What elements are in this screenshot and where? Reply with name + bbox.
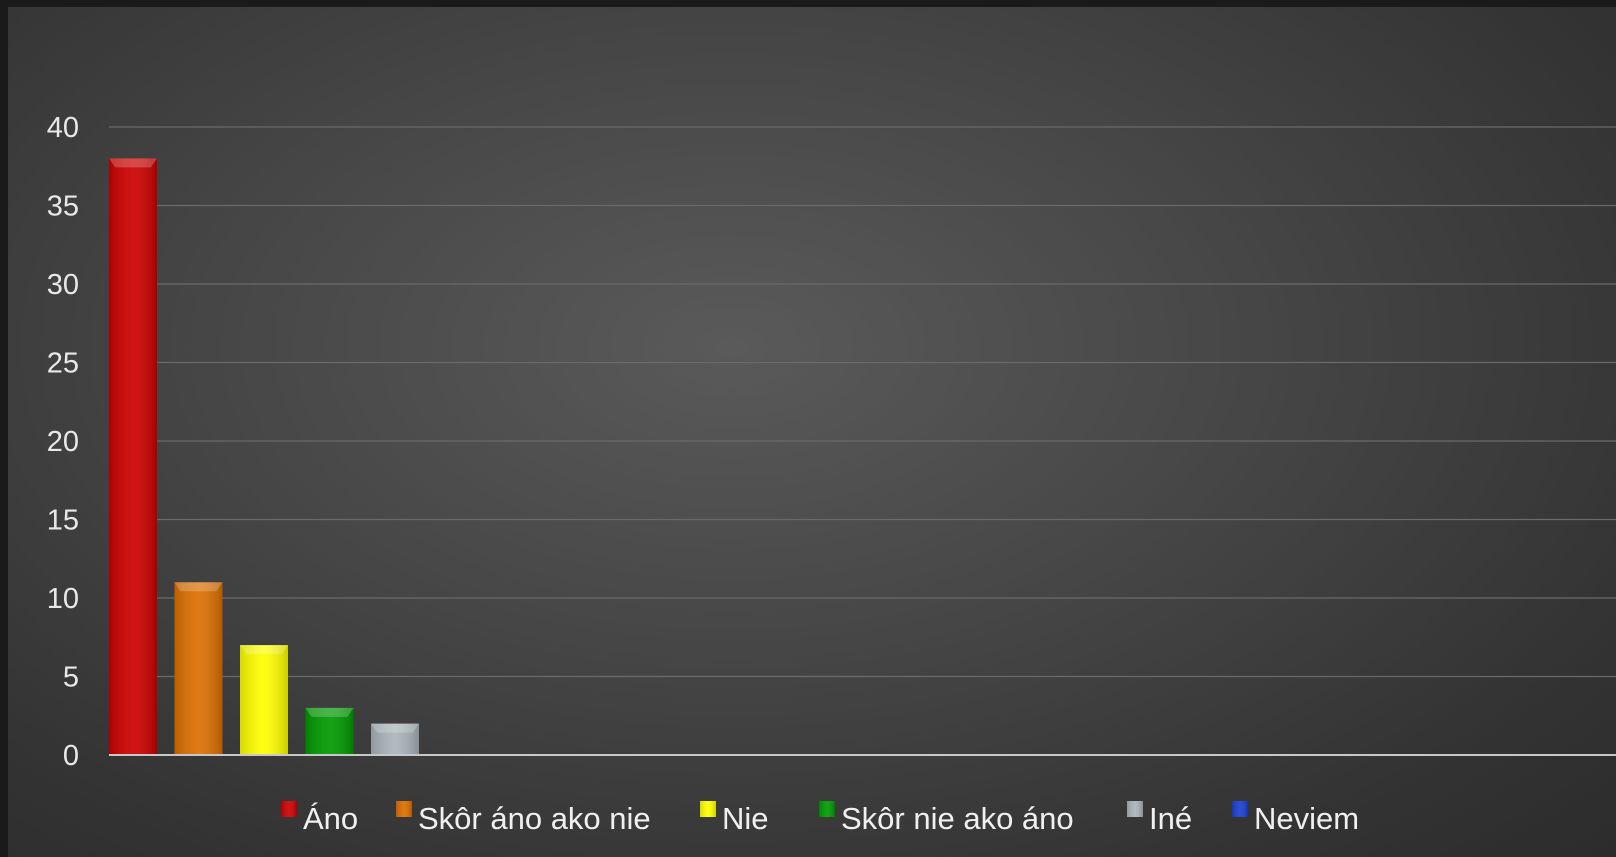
bar-shading — [240, 645, 288, 755]
gridlines — [109, 126, 1616, 678]
legend-label: Nie — [722, 801, 769, 836]
legend-label: Áno — [303, 801, 358, 836]
legend-item: Neviem — [1232, 801, 1359, 836]
legend-swatch-shading — [281, 801, 297, 817]
y-tick-label: 10 — [47, 583, 79, 615]
legend-swatch-shading — [700, 801, 716, 817]
bar-shading — [109, 158, 157, 755]
y-tick-label: 35 — [47, 191, 79, 223]
bar — [305, 707, 354, 755]
bar — [240, 645, 288, 755]
legend-item: Skôr áno ako nie — [396, 801, 651, 836]
legend-label: Skôr nie ako áno — [841, 801, 1074, 836]
bars — [109, 158, 419, 755]
y-tick-label: 20 — [47, 426, 79, 458]
legend-swatch-shading — [819, 801, 835, 817]
bar-shading — [174, 582, 223, 755]
legend-item: Nie — [700, 801, 769, 836]
legend-item: Skôr nie ako áno — [819, 801, 1074, 836]
chart-area: 0 5 10 15 20 25 30 35 40 Áno Skôr áno ako nie Nie S… — [8, 7, 1616, 857]
y-axis-tick-labels: 0 5 10 15 20 25 30 35 40 — [47, 112, 79, 772]
y-tick-label: 25 — [47, 348, 79, 380]
bar-top-bevel — [240, 645, 288, 655]
bar — [109, 158, 157, 755]
bar-top-bevel — [109, 158, 157, 168]
bar-shading — [371, 723, 419, 755]
y-tick-label: 30 — [47, 269, 79, 301]
legend-label: Skôr áno ako nie — [418, 801, 651, 836]
legend-item: Iné — [1127, 801, 1192, 836]
legend-item: Áno — [281, 801, 358, 836]
bar-top-bevel — [305, 707, 354, 717]
legend-swatch-shading — [1127, 801, 1143, 817]
bar — [371, 723, 419, 755]
bar-chart: 0 5 10 15 20 25 30 35 40 Áno Skôr áno ako nie Nie S… — [47, 112, 1616, 836]
legend-label: Neviem — [1254, 801, 1359, 836]
y-tick-label: 0 — [63, 740, 79, 772]
legend-swatch-shading — [1232, 801, 1248, 817]
y-tick-label: 15 — [47, 505, 79, 537]
y-tick-label: 40 — [47, 112, 79, 144]
y-tick-label: 5 — [63, 662, 79, 694]
legend: Áno Skôr áno ako nie Nie Skôr nie ako áno In… — [281, 801, 1359, 836]
bar-top-bevel — [174, 582, 223, 592]
bar — [174, 582, 223, 755]
legend-swatch-shading — [396, 801, 412, 817]
legend-label: Iné — [1149, 801, 1192, 836]
bar-shading — [305, 707, 354, 755]
bar-top-bevel — [371, 723, 419, 733]
